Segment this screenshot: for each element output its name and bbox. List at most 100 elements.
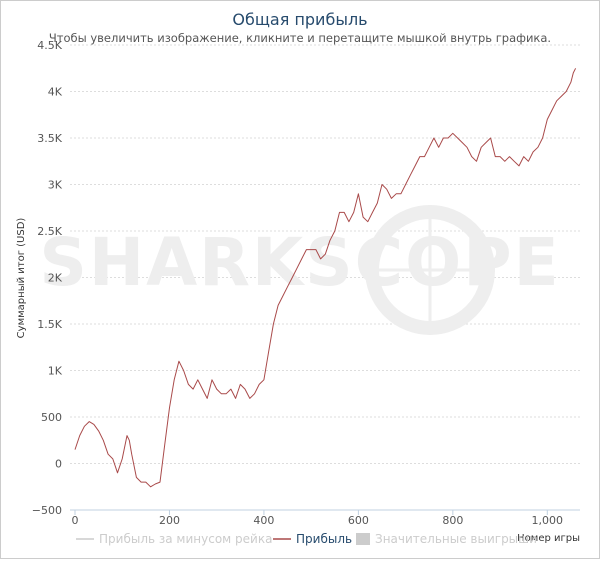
data-point[interactable] [97, 430, 100, 433]
data-point[interactable] [149, 485, 152, 488]
data-point[interactable] [178, 360, 181, 363]
data-point[interactable] [508, 155, 511, 158]
data-point[interactable] [135, 476, 138, 479]
data-point[interactable] [503, 160, 506, 163]
legend-item-big-wins[interactable]: Значительные выигрыши [356, 532, 537, 546]
data-point[interactable] [570, 81, 573, 84]
data-point[interactable] [225, 392, 228, 395]
data-point[interactable] [414, 165, 417, 168]
data-point[interactable] [522, 155, 525, 158]
data-point[interactable] [111, 458, 114, 461]
data-point[interactable] [206, 397, 209, 400]
data-point[interactable] [173, 379, 176, 382]
data-point[interactable] [381, 183, 384, 186]
data-point[interactable] [532, 151, 535, 154]
data-point[interactable] [333, 230, 336, 233]
data-point[interactable] [93, 423, 96, 426]
data-point[interactable] [338, 211, 341, 214]
data-point[interactable] [74, 448, 77, 451]
data-point[interactable] [192, 388, 195, 391]
data-point[interactable] [499, 155, 502, 158]
data-point[interactable] [83, 425, 86, 428]
data-point[interactable] [107, 453, 110, 456]
data-point[interactable] [128, 439, 131, 442]
data-point[interactable] [485, 141, 488, 144]
data-point[interactable] [442, 137, 445, 140]
data-point[interactable] [489, 137, 492, 140]
data-point[interactable] [201, 388, 204, 391]
data-point[interactable] [390, 197, 393, 200]
data-point[interactable] [211, 379, 214, 382]
data-point[interactable] [494, 155, 497, 158]
data-point[interactable] [286, 286, 289, 289]
data-point[interactable] [296, 267, 299, 270]
data-point[interactable] [475, 160, 478, 163]
data-point[interactable] [234, 397, 237, 400]
data-point[interactable] [357, 193, 360, 196]
data-point[interactable] [163, 444, 166, 447]
data-point[interactable] [300, 258, 303, 261]
data-point[interactable] [518, 165, 521, 168]
data-point[interactable] [428, 146, 431, 149]
data-point[interactable] [371, 211, 374, 214]
data-point[interactable] [423, 155, 426, 158]
data-point[interactable] [130, 453, 133, 456]
legend-item-net-profit[interactable]: Прибыль за минусом рейка [76, 532, 272, 546]
data-point[interactable] [409, 174, 412, 177]
data-point[interactable] [291, 276, 294, 279]
legend-item-profit[interactable]: Прибыль [273, 532, 352, 546]
data-point[interactable] [253, 392, 256, 395]
data-point[interactable] [433, 137, 436, 140]
data-point[interactable] [248, 397, 251, 400]
data-point[interactable] [437, 146, 440, 149]
data-point[interactable] [258, 383, 261, 386]
data-point[interactable] [215, 388, 218, 391]
data-point[interactable] [88, 420, 91, 423]
data-point[interactable] [244, 388, 247, 391]
data-point[interactable] [102, 439, 105, 442]
data-point[interactable] [367, 220, 370, 223]
data-point[interactable] [182, 369, 185, 372]
data-point[interactable] [272, 323, 275, 326]
data-point[interactable] [385, 188, 388, 191]
data-point[interactable] [513, 160, 516, 163]
data-point[interactable] [560, 95, 563, 98]
data-point[interactable] [187, 383, 190, 386]
data-point[interactable] [305, 248, 308, 251]
data-point[interactable] [480, 146, 483, 149]
data-point[interactable] [154, 483, 157, 486]
data-point[interactable] [121, 458, 124, 461]
data-point[interactable] [145, 481, 148, 484]
data-point[interactable] [572, 72, 575, 75]
data-point[interactable] [565, 90, 568, 93]
data-point[interactable] [456, 137, 459, 140]
data-point[interactable] [537, 146, 540, 149]
data-point[interactable] [348, 220, 351, 223]
data-point[interactable] [140, 481, 143, 484]
data-point[interactable] [447, 137, 450, 140]
data-point[interactable] [196, 379, 199, 382]
data-point[interactable] [277, 304, 280, 307]
data-point[interactable] [466, 146, 469, 149]
data-point[interactable] [282, 295, 285, 298]
data-point[interactable] [404, 183, 407, 186]
data-point[interactable] [220, 392, 223, 395]
data-point[interactable] [78, 434, 81, 437]
data-point[interactable] [324, 253, 327, 256]
data-point[interactable] [527, 160, 530, 163]
data-point[interactable] [470, 155, 473, 158]
data-point[interactable] [362, 216, 365, 219]
data-point[interactable] [546, 118, 549, 121]
data-point[interactable] [352, 211, 355, 214]
data-point[interactable] [267, 351, 270, 354]
data-point[interactable] [329, 239, 332, 242]
data-point[interactable] [159, 481, 162, 484]
data-point[interactable] [315, 248, 318, 251]
data-point[interactable] [555, 100, 558, 103]
data-point[interactable] [400, 193, 403, 196]
data-point[interactable] [395, 193, 398, 196]
data-point[interactable] [116, 472, 119, 475]
data-point[interactable] [541, 137, 544, 140]
